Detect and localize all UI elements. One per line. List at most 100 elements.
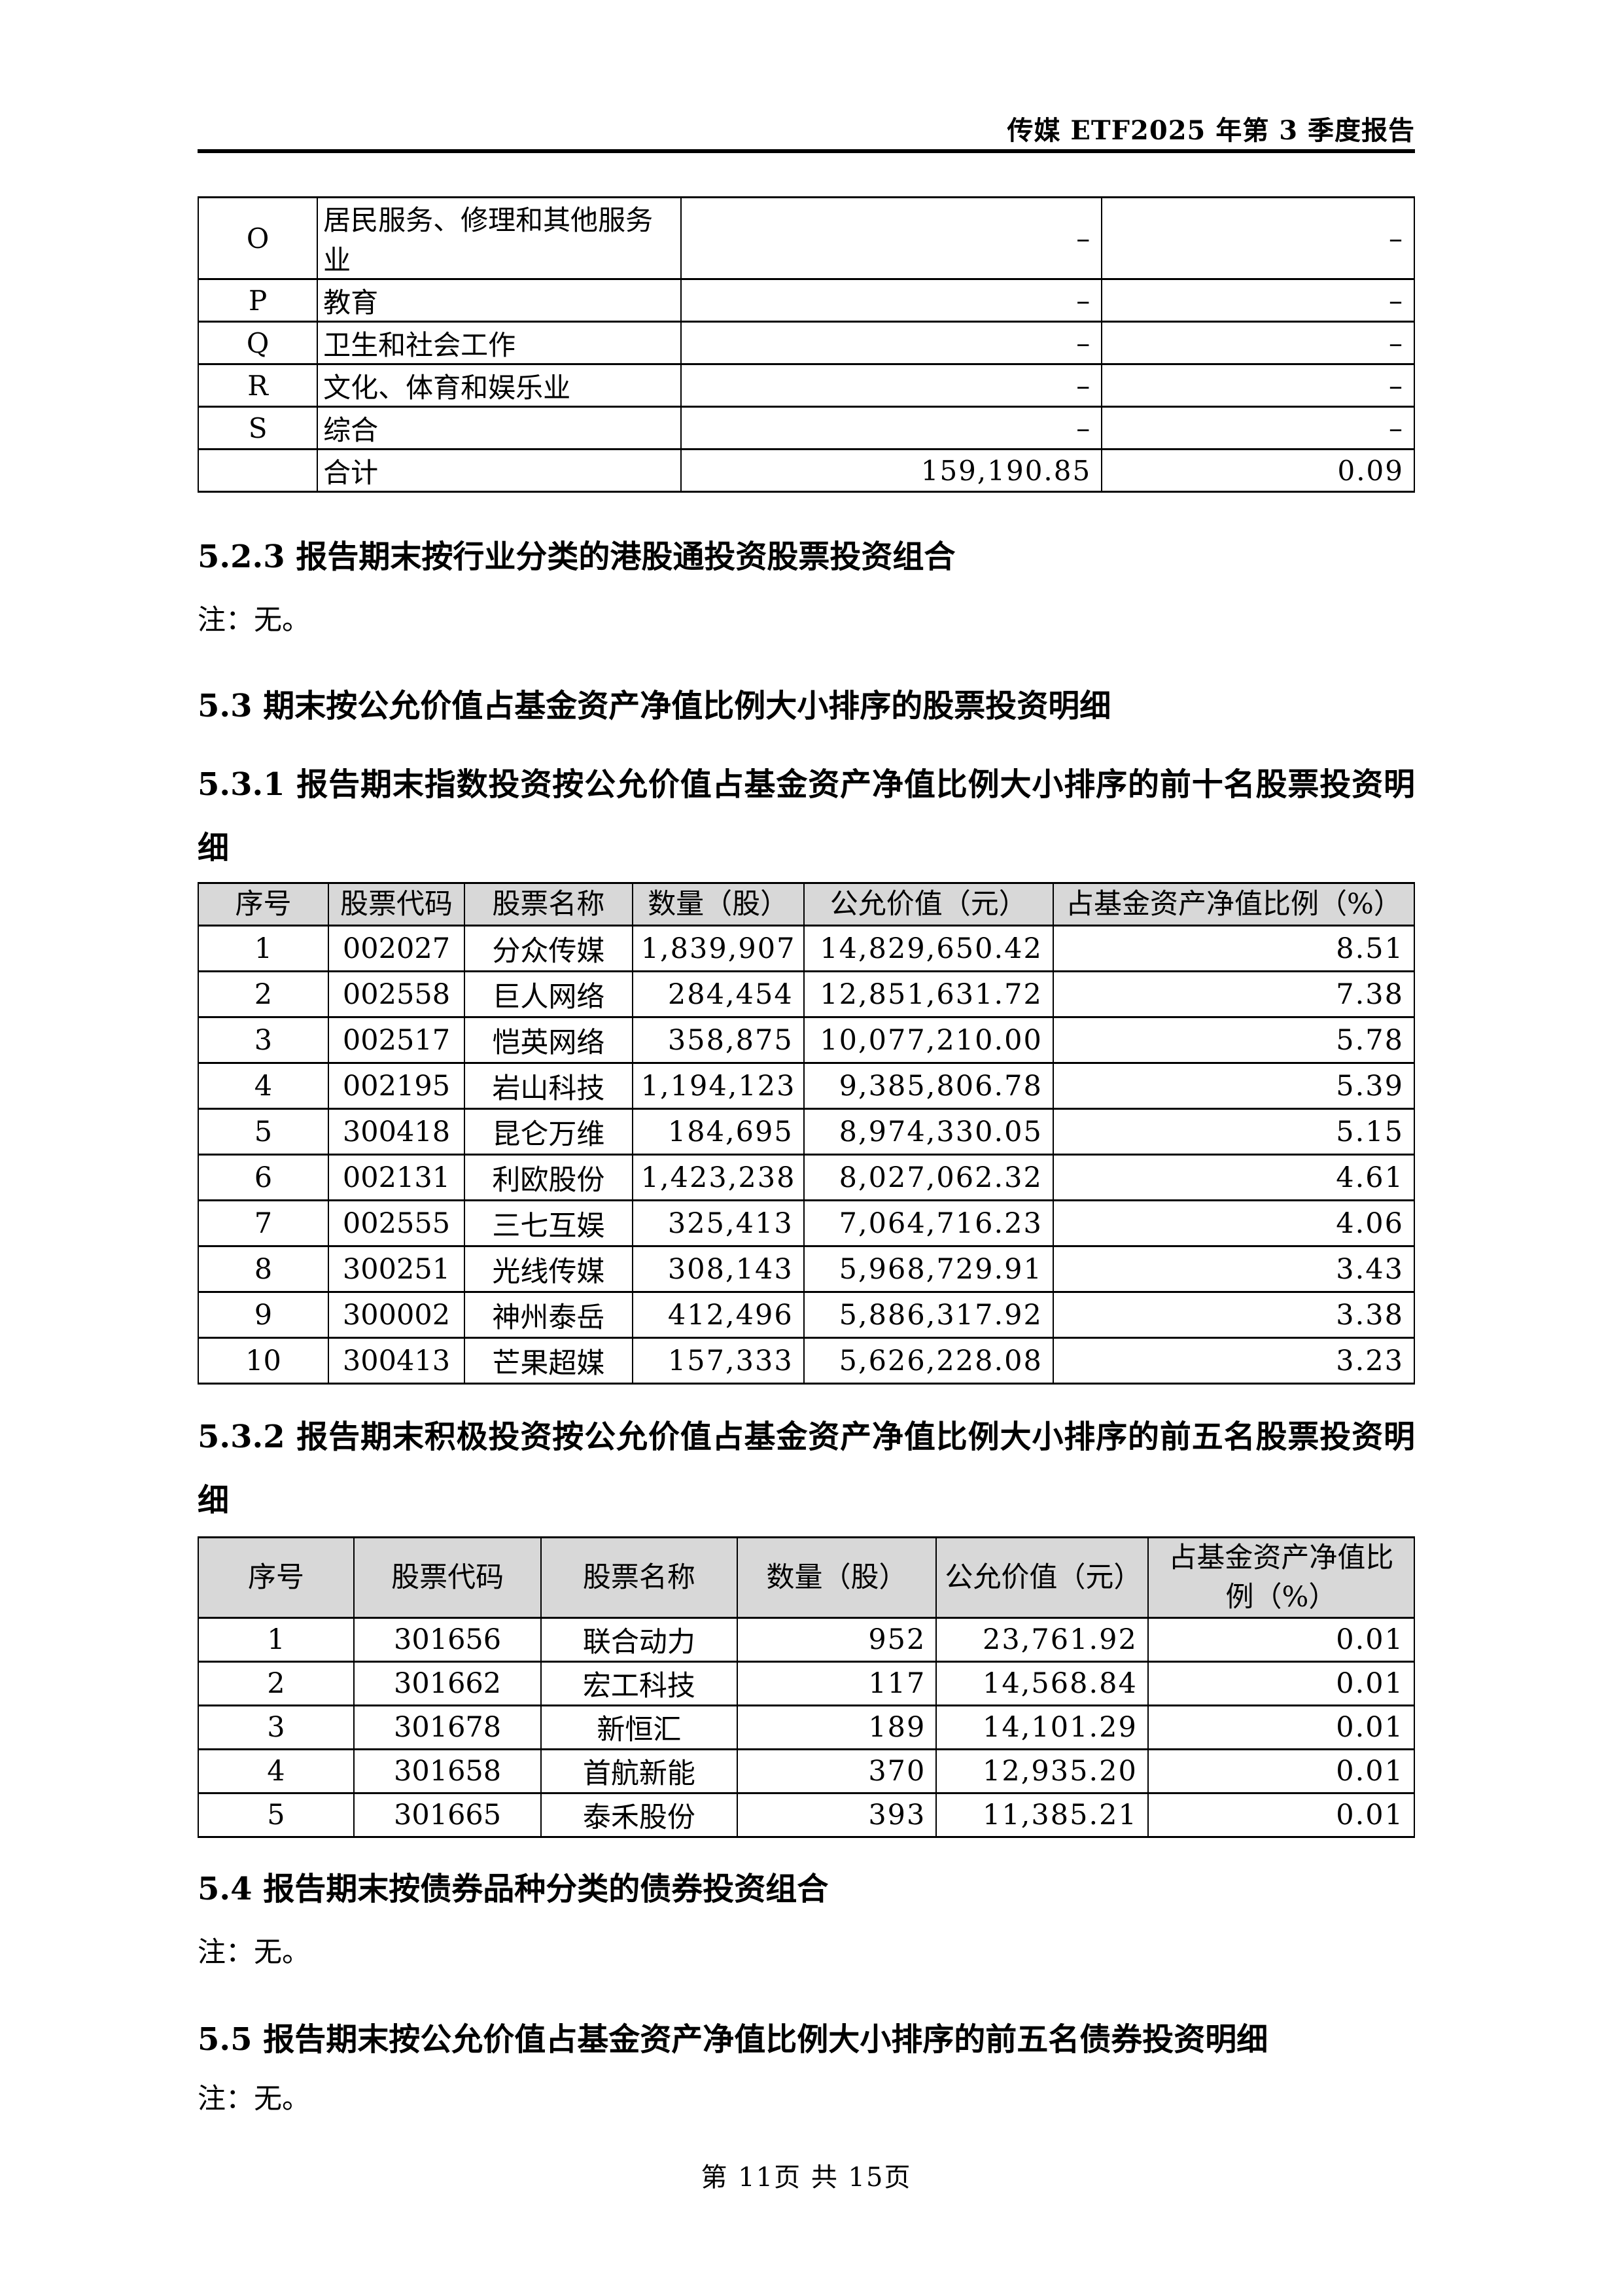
quantity-cell: 358,875 <box>631 1016 805 1064</box>
rank-cell: 7 <box>198 1199 329 1247</box>
stock-code-cell: 300418 <box>327 1108 466 1156</box>
fair-value-cell: 10,077,210.00 <box>803 1016 1054 1064</box>
rank-cell: 2 <box>198 970 329 1018</box>
rank-cell: 5 <box>198 1108 329 1156</box>
table-row-total: 合计 159,190.85 0.09 <box>197 448 1415 493</box>
rank-cell: 6 <box>198 1154 329 1201</box>
stock-code-cell: 301665 <box>353 1792 542 1838</box>
fair-value-cell: 5,626,228.08 <box>803 1337 1054 1385</box>
industry-name-cell: 卫生和社会工作 <box>317 321 682 365</box>
net-ratio-cell: 3.23 <box>1052 1337 1416 1385</box>
fair-value-cell: 12,935.20 <box>935 1748 1149 1794</box>
rank-cell: 2 <box>198 1661 355 1706</box>
net-ratio-cell: 0.01 <box>1147 1661 1416 1706</box>
table-header-row: 序号 股票代码 股票名称 数量（股） 公允价值（元） 占基金资产净值比例（%） <box>198 1536 1416 1619</box>
col-header-stock-code: 股票代码 <box>353 1536 542 1619</box>
quantity-cell: 1,423,238 <box>631 1154 805 1201</box>
stock-name-cell: 三七互娱 <box>464 1199 633 1247</box>
quantity-cell: 308,143 <box>631 1245 805 1293</box>
section-heading-5-3-1: 5.3.1 报告期末指数投资按公允价值占基金资产净值比例大小排序的前十名股票投资… <box>198 766 1415 866</box>
section-heading-5-2-3: 5.2.3 报告期末按行业分类的港股通投资股票投资组合 <box>198 539 956 575</box>
fair-value-cell: – <box>680 406 1103 450</box>
col-header-fair-value: 公允价值（元） <box>803 882 1054 927</box>
table-row: 1 301656 联合动力 952 23,761.92 0.01 <box>198 1617 1416 1663</box>
col-header-stock-name: 股票名称 <box>464 882 633 927</box>
fair-value-cell: 5,886,317.92 <box>803 1291 1054 1339</box>
col-header-fair-value: 公允价值（元） <box>935 1536 1149 1619</box>
stock-code-cell: 002517 <box>327 1016 466 1064</box>
table-row: O 居民服务、修理和其他服务业 – – <box>197 196 1415 280</box>
report-header-title: 传媒 ETF2025 年第 3 季度报告 <box>1007 115 1415 146</box>
stock-code-cell: 002131 <box>327 1154 466 1201</box>
col-header-quantity: 数量（股） <box>736 1536 937 1619</box>
fair-value-cell: 11,385.21 <box>935 1792 1149 1838</box>
stock-name-cell: 联合动力 <box>540 1617 738 1663</box>
fair-value-cell: – <box>680 278 1103 323</box>
rank-cell: 10 <box>198 1337 329 1385</box>
table-row: 5 300418 昆仑万维 184,695 8,974,330.05 5.15 <box>198 1108 1416 1156</box>
stock-name-cell: 新恒汇 <box>540 1704 738 1750</box>
quantity-cell: 284,454 <box>631 970 805 1018</box>
section-note-5-5: 注：无。 <box>198 2083 310 2115</box>
fair-value-cell: 5,968,729.91 <box>803 1245 1054 1293</box>
fair-value-cell: – <box>680 321 1103 365</box>
index-investment-table: 序号 股票代码 股票名称 数量（股） 公允价值（元） 占基金资产净值比例（%） … <box>198 882 1416 1385</box>
col-header-net-ratio: 占基金资产净值比例（%） <box>1052 882 1416 927</box>
fair-value-cell: 9,385,806.78 <box>803 1062 1054 1110</box>
table-row: S 综合 – – <box>197 406 1415 450</box>
rank-cell: 1 <box>198 925 329 972</box>
stock-name-cell: 利欧股份 <box>464 1154 633 1201</box>
quantity-cell: 370 <box>736 1748 937 1794</box>
table-header-row: 序号 股票代码 股票名称 数量（股） 公允价值（元） 占基金资产净值比例（%） <box>198 882 1416 927</box>
fair-value-cell: 159,190.85 <box>680 448 1103 493</box>
fair-value-cell: – <box>680 196 1103 280</box>
table-row: 3 301678 新恒汇 189 14,101.29 0.01 <box>198 1704 1416 1750</box>
quantity-cell: 189 <box>736 1704 937 1750</box>
net-ratio-cell: – <box>1101 278 1415 323</box>
col-header-stock-name: 股票名称 <box>540 1536 738 1619</box>
net-ratio-cell: 8.51 <box>1052 925 1416 972</box>
rank-cell: 9 <box>198 1291 329 1339</box>
net-ratio-cell: – <box>1101 196 1415 280</box>
rank-cell: 4 <box>198 1748 355 1794</box>
net-ratio-cell: – <box>1101 406 1415 450</box>
stock-name-cell: 昆仑万维 <box>464 1108 633 1156</box>
quantity-cell: 117 <box>736 1661 937 1706</box>
net-ratio-cell: 0.09 <box>1101 448 1415 493</box>
net-ratio-cell: 0.01 <box>1147 1704 1416 1750</box>
stock-code-cell: 301662 <box>353 1661 542 1706</box>
section-heading-5-4: 5.4 报告期末按债券品种分类的债券投资组合 <box>198 1871 829 1907</box>
fair-value-cell: 8,027,062.32 <box>803 1154 1054 1201</box>
fair-value-cell: 23,761.92 <box>935 1617 1149 1663</box>
stock-code-cell: 300413 <box>327 1337 466 1385</box>
rank-cell: 5 <box>198 1792 355 1838</box>
table-row: Q 卫生和社会工作 – – <box>197 321 1415 365</box>
section-note-5-4: 注：无。 <box>198 1936 310 1969</box>
net-ratio-cell: 0.01 <box>1147 1748 1416 1794</box>
industry-code-cell <box>197 448 319 493</box>
stock-name-cell: 巨人网络 <box>464 970 633 1018</box>
net-ratio-cell: – <box>1101 321 1415 365</box>
stock-name-cell: 首航新能 <box>540 1748 738 1794</box>
stock-name-cell: 光线传媒 <box>464 1245 633 1293</box>
rank-cell: 1 <box>198 1617 355 1663</box>
net-ratio-cell: – <box>1101 363 1415 408</box>
industry-name-cell: 综合 <box>317 406 682 450</box>
quantity-cell: 952 <box>736 1617 937 1663</box>
table-row: 7 002555 三七互娱 325,413 7,064,716.23 4.06 <box>198 1199 1416 1247</box>
quantity-cell: 157,333 <box>631 1337 805 1385</box>
fair-value-cell: 12,851,631.72 <box>803 970 1054 1018</box>
stock-name-cell: 神州泰岳 <box>464 1291 633 1339</box>
stock-code-cell: 301678 <box>353 1704 542 1750</box>
table-row: 6 002131 利欧股份 1,423,238 8,027,062.32 4.6… <box>198 1154 1416 1201</box>
fair-value-cell: 8,974,330.05 <box>803 1108 1054 1156</box>
stock-name-cell: 宏工科技 <box>540 1661 738 1706</box>
col-header-quantity: 数量（股） <box>631 882 805 927</box>
quantity-cell: 184,695 <box>631 1108 805 1156</box>
industry-classification-table: O 居民服务、修理和其他服务业 – – P 教育 – – Q 卫生和社会工作 –… <box>197 196 1415 493</box>
col-header-rank: 序号 <box>198 1536 355 1619</box>
stock-name-cell: 分众传媒 <box>464 925 633 972</box>
rank-cell: 4 <box>198 1062 329 1110</box>
stock-name-cell: 恺英网络 <box>464 1016 633 1064</box>
fair-value-cell: 14,568.84 <box>935 1661 1149 1706</box>
